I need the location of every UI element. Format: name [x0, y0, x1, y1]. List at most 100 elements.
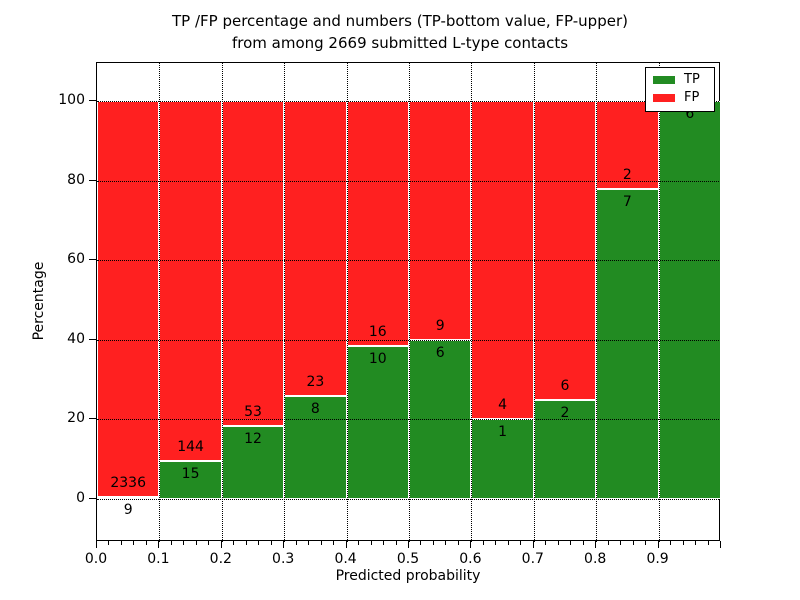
x-minor-tick [395, 541, 397, 545]
x-minor-tick [557, 541, 559, 545]
x-major-tick [345, 541, 347, 548]
x-major-tick [720, 541, 721, 548]
x-tick-label: 0.6 [459, 551, 482, 567]
x-minor-tick [682, 541, 684, 545]
x-minor-tick [245, 541, 247, 545]
x-minor-tick [457, 541, 459, 545]
bar-tp-count-label: 6 [685, 106, 695, 122]
gridline-vertical [221, 63, 223, 542]
x-minor-tick [582, 541, 584, 545]
y-major-tick [89, 100, 96, 101]
gridline-vertical [409, 63, 410, 542]
x-tick-label: 0.1 [147, 551, 170, 567]
gridline-horizontal [97, 180, 719, 182]
y-tick-label: 100 [58, 92, 85, 108]
bar-segment-tp [471, 419, 534, 499]
legend-swatch [653, 76, 675, 84]
x-minor-tick [108, 541, 110, 545]
x-tick-label: 0.3 [272, 551, 295, 567]
x-minor-tick [520, 541, 522, 545]
x-minor-tick [208, 541, 210, 545]
bar-segment-fp [346, 101, 409, 346]
x-minor-tick [495, 541, 497, 545]
gridline-horizontal [97, 419, 719, 421]
bar-tp-count-label: 7 [622, 194, 632, 211]
bar-segment-fp [409, 101, 472, 340]
bar-fp-count-label: 9 [435, 317, 445, 334]
x-minor-tick [632, 541, 634, 545]
gridline-vertical [284, 63, 286, 542]
y-major-tick [89, 179, 96, 181]
x-minor-tick [120, 541, 122, 545]
bar-tp-count-label: 15 [181, 466, 200, 483]
x-minor-tick [645, 541, 647, 545]
x-minor-tick [258, 541, 260, 545]
x-major-tick [470, 541, 472, 548]
bar-segment-tp [346, 345, 409, 499]
bar-fp-count-label: 4 [498, 397, 508, 414]
x-minor-tick [420, 541, 422, 545]
x-tick-label: 0.8 [584, 551, 607, 567]
x-tick-label: 0.2 [209, 551, 232, 567]
x-minor-tick [333, 541, 335, 545]
legend: TP FP [645, 67, 715, 112]
bar-tp-count-label: 9 [123, 502, 133, 519]
bar-segment-tp [284, 396, 347, 499]
y-tick-label: 0 [76, 490, 85, 506]
x-major-tick [532, 541, 534, 548]
y-major-tick [89, 418, 96, 420]
bar-fp-count-label: 16 [368, 323, 387, 340]
y-tick-label: 60 [67, 251, 85, 268]
bar-segment-tp [159, 461, 222, 499]
x-minor-tick [545, 541, 547, 545]
x-minor-tick [570, 541, 572, 545]
x-minor-tick [183, 541, 185, 545]
x-minor-tick [320, 541, 322, 545]
x-tick-label: 0.5 [396, 551, 420, 567]
bar-fp-count-label: 53 [244, 403, 262, 420]
bar-segment-fp [533, 101, 597, 400]
x-major-tick [283, 541, 285, 548]
gridline-vertical [159, 63, 161, 542]
bar-segment-fp [284, 101, 347, 397]
x-minor-tick [695, 541, 697, 545]
x-minor-tick [607, 541, 609, 545]
x-minor-tick [432, 541, 434, 545]
x-tick-label: 0.9 [646, 551, 669, 567]
x-major-tick [220, 541, 222, 548]
bar-segment-tp [596, 189, 659, 499]
bar-segment-tp [533, 399, 597, 499]
x-major-tick [96, 541, 97, 548]
x-major-tick [158, 541, 160, 548]
bar-tp-count-label: 12 [244, 430, 262, 447]
x-minor-tick [170, 541, 172, 545]
x-major-tick [408, 541, 409, 548]
bar-segment-fp [596, 101, 659, 190]
legend-row: FP [646, 89, 714, 107]
x-minor-tick [295, 541, 297, 545]
gridline-vertical [346, 63, 348, 542]
y-tick-label: 40 [67, 330, 85, 347]
gridline-horizontal [97, 101, 719, 102]
x-minor-tick [358, 541, 360, 545]
x-minor-tick [195, 541, 197, 545]
gridline-horizontal [97, 339, 719, 341]
gridline-horizontal [97, 499, 719, 500]
bar-tp-count-label: 8 [310, 401, 320, 418]
y-tick-label: 80 [67, 171, 85, 188]
bar-segment-fp [159, 101, 222, 462]
bar-tp-count-label: 2 [560, 404, 570, 421]
bar-fp-count-label: 23 [306, 374, 325, 391]
gridline-vertical [471, 63, 473, 542]
x-minor-tick [620, 541, 622, 545]
x-minor-tick [707, 541, 709, 545]
x-minor-tick [482, 541, 484, 545]
bar-fp-count-label: 2 [622, 167, 632, 184]
bar-tp-count-label: 6 [435, 344, 445, 361]
x-minor-tick [445, 541, 447, 545]
y-tick-label: 20 [67, 410, 85, 427]
bar-segment-fp [221, 101, 285, 426]
x-major-tick [595, 541, 597, 548]
bar-fp-count-label: 6 [560, 377, 570, 394]
chart-title-line2: from among 2669 submitted L-type contact… [231, 34, 569, 52]
